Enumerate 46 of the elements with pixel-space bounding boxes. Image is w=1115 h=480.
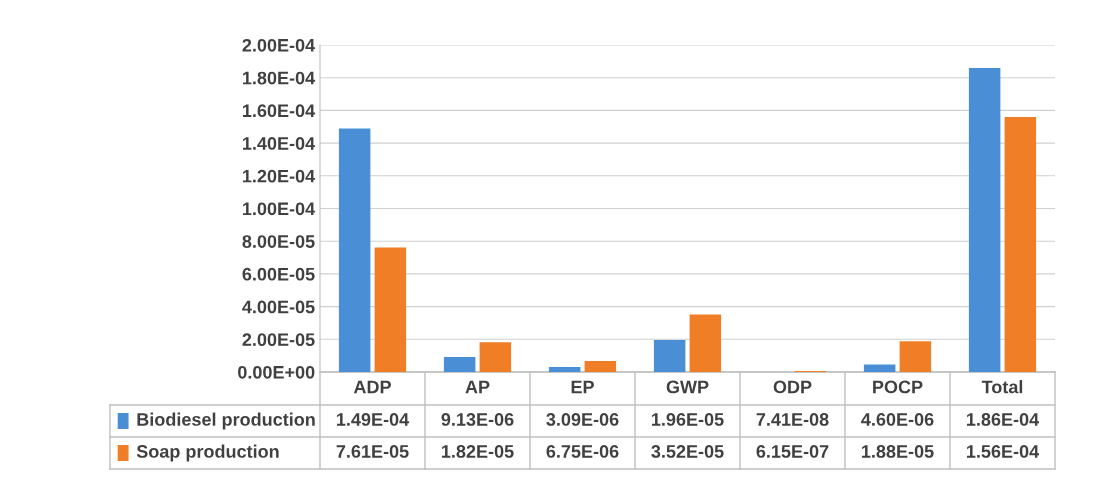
bar	[584, 360, 617, 372]
x-tick-label: AP	[465, 380, 490, 394]
data-label: 3.52E-05	[651, 445, 724, 458]
y-tick-label: 1.00E-04	[243, 202, 316, 216]
legend-label: Soap production	[136, 444, 279, 462]
data-label: 6.15E-07	[756, 445, 829, 458]
data-label: 1.49E-04	[337, 413, 410, 426]
y-tick-label: 2.00E-04	[242, 38, 316, 52]
data-label: 7.41E-08	[756, 413, 829, 426]
data-label: 1.56E-04	[967, 445, 1040, 458]
data-label: 6.75E-06	[546, 445, 619, 458]
x-tick-label: EP	[571, 380, 594, 394]
y-tick-label: 1.60E-04	[243, 104, 316, 118]
bar	[689, 314, 722, 372]
y-tick-label: 2.00E-05	[242, 333, 315, 347]
y-tick-label: 1.80E-04	[243, 71, 316, 85]
x-tick-label: POCP	[873, 380, 923, 394]
y-tick-label: 1.20E-04	[243, 169, 316, 183]
bar	[338, 128, 371, 372]
data-label: 1.96E-05	[652, 413, 724, 426]
bar	[374, 247, 407, 372]
bar	[443, 357, 476, 372]
data-label: 1.82E-05	[442, 445, 514, 458]
bar	[863, 364, 896, 372]
y-tick-label: 8.00E-05	[242, 235, 315, 248]
data-label: 1.88E-05	[862, 445, 934, 458]
data-label: 1.86E-04	[967, 413, 1040, 426]
legend-label: Biodiesel production	[137, 412, 315, 430]
bar	[479, 342, 512, 372]
data-label: 9.13E-06	[441, 413, 514, 426]
data-label: 7.61E-05	[336, 445, 409, 458]
y-tick-label: 6.00E-05	[242, 267, 315, 281]
x-tick-label: Total	[981, 380, 1023, 394]
bar	[548, 366, 581, 372]
x-tick-label: ADP	[353, 380, 391, 394]
x-tick-label: ODP	[773, 380, 812, 394]
y-tick-label: 0.00E+00	[238, 365, 315, 379]
data-label: 3.09E-06	[546, 413, 619, 426]
y-tick-label: 4.00E-05	[242, 300, 315, 314]
data-label: 4.60E-06	[861, 413, 934, 426]
x-tick-label: GWP	[666, 380, 709, 394]
bar	[1004, 116, 1037, 372]
bar	[968, 67, 1001, 372]
y-tick-label: 1.40E-04	[243, 137, 316, 150]
bar	[899, 341, 932, 372]
bar	[653, 339, 686, 372]
